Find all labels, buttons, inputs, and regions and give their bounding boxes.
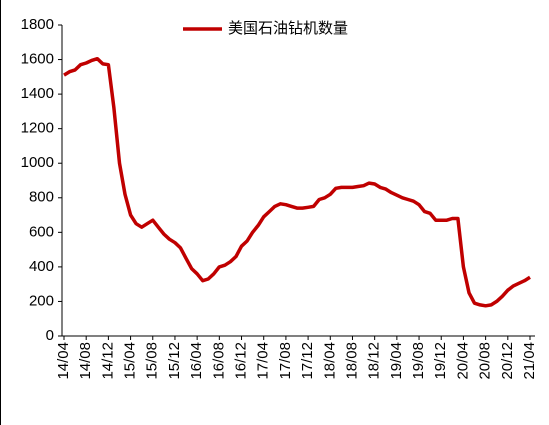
x-tick-label: 17/04 xyxy=(255,342,272,380)
y-tick-label: 400 xyxy=(29,258,54,275)
x-tick-label: 17/12 xyxy=(299,342,316,380)
x-tick-label: 17/08 xyxy=(277,342,294,380)
x-tick-label: 20/08 xyxy=(477,342,494,380)
x-tick-label: 20/04 xyxy=(454,342,471,380)
x-tick-label: 20/12 xyxy=(499,342,516,380)
x-tick-label: 19/12 xyxy=(432,342,449,380)
x-tick-label: 19/04 xyxy=(388,342,405,380)
x-tick-label: 21/04 xyxy=(521,342,538,380)
y-tick-label: 1000 xyxy=(21,154,54,171)
x-tick-label: 14/08 xyxy=(77,342,94,380)
y-tick-label: 1600 xyxy=(21,51,54,68)
x-tick-label: 16/12 xyxy=(232,342,249,380)
series-line xyxy=(63,56,531,308)
x-tick-label: 15/08 xyxy=(144,342,161,380)
x-tick-label: 15/04 xyxy=(122,342,139,380)
x-tick-label: 18/04 xyxy=(321,342,338,380)
y-tick-label: 0 xyxy=(46,327,54,344)
y-tick-label: 200 xyxy=(29,292,54,309)
x-tick-label: 16/04 xyxy=(188,342,205,380)
y-tick-label: 800 xyxy=(29,189,54,206)
x-tick-label: 18/12 xyxy=(366,342,383,380)
x-tick-label: 14/04 xyxy=(55,342,72,380)
y-tick-label: 1400 xyxy=(21,85,54,102)
x-tick-label: 15/12 xyxy=(166,342,183,380)
y-tick-label: 600 xyxy=(29,223,54,240)
y-tick-label: 1200 xyxy=(21,120,54,137)
legend-label: 美国石油钻机数量 xyxy=(228,20,348,37)
y-tick-label: 1800 xyxy=(21,16,54,33)
x-tick-label: 18/08 xyxy=(343,342,360,380)
x-tick-label: 14/12 xyxy=(99,342,116,380)
x-tick-label: 16/08 xyxy=(210,342,227,380)
x-tick-label: 19/08 xyxy=(410,342,427,380)
